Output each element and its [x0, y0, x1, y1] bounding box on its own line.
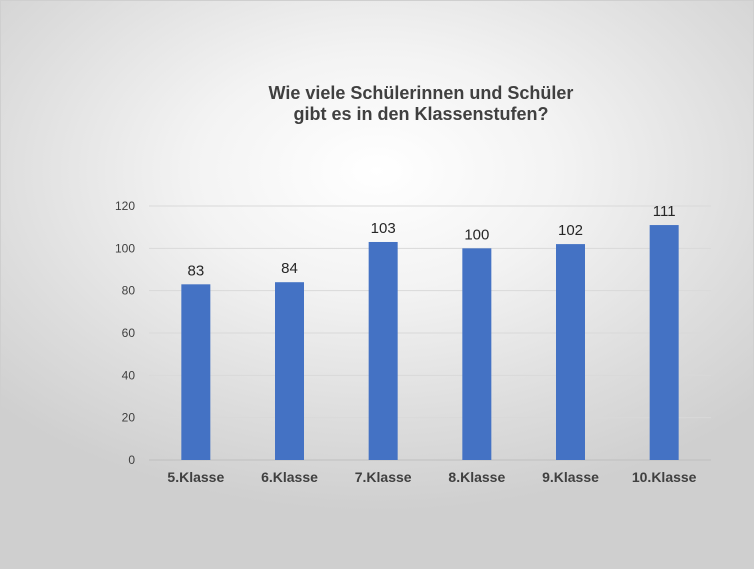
bar	[368, 241, 398, 460]
x-tick-label: 8.Klasse	[448, 469, 505, 485]
x-tick-label: 9.Klasse	[542, 469, 599, 485]
bar	[556, 244, 585, 460]
bar	[649, 225, 679, 460]
x-tick-label: 5.Klasse	[167, 469, 224, 485]
y-tick-label: 0	[128, 453, 135, 467]
data-label: 111	[653, 203, 676, 220]
bar	[275, 282, 304, 460]
y-tick-label: 120	[115, 199, 135, 213]
y-tick-label: 100	[115, 241, 135, 255]
data-label: 102	[558, 222, 583, 239]
bar	[462, 248, 492, 460]
data-label: 100	[464, 226, 489, 243]
chart-title: Wie viele Schülerinnen und Schüler gibt …	[181, 83, 661, 125]
y-tick-label: 60	[122, 326, 136, 340]
y-tick-label: 40	[122, 368, 136, 382]
data-label: 83	[187, 262, 204, 279]
x-tick-label: 6.Klasse	[261, 469, 318, 485]
y-tick-label: 80	[122, 284, 136, 298]
chart-title-line-1: Wie viele Schülerinnen und Schüler	[268, 83, 574, 103]
data-label: 84	[281, 260, 298, 277]
y-tick-label: 20	[122, 411, 136, 425]
data-label: 103	[371, 220, 396, 237]
bar	[181, 284, 211, 460]
x-tick-label: 10.Klasse	[632, 469, 697, 485]
x-tick-label: 7.Klasse	[355, 469, 412, 485]
chart-title-line-2: gibt es in den Klassenstufen?	[293, 104, 549, 124]
